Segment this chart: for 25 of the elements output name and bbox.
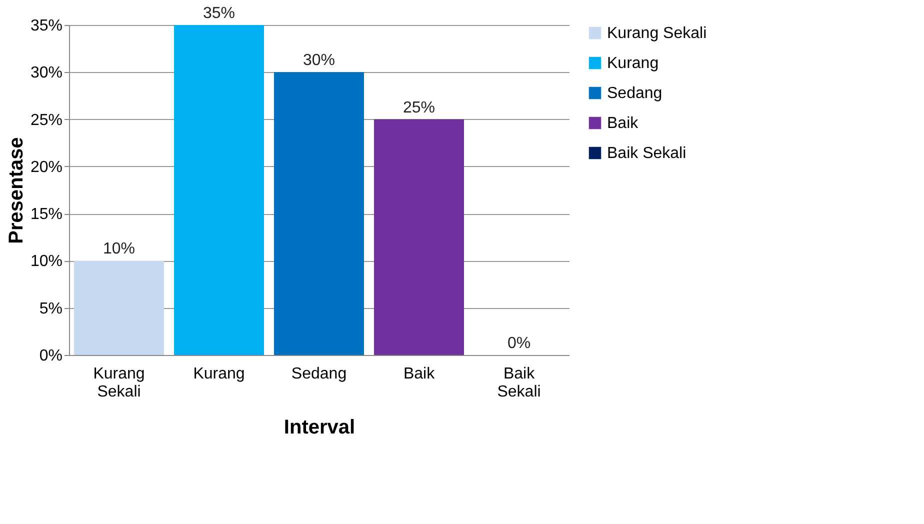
- x-tick-label: Kurang: [193, 366, 245, 382]
- x-tick-label: Kurang Sekali: [93, 366, 145, 400]
- x-tick-label: Sedang: [291, 366, 347, 382]
- y-tick-label: 20%: [30, 158, 62, 176]
- y-axis-title: Presentase: [5, 137, 28, 244]
- legend-label: Baik: [607, 115, 640, 132]
- y-tick-label: 0%: [39, 348, 62, 364]
- data-label: 10%: [102, 240, 136, 258]
- y-tick-label: 10%: [30, 253, 62, 270]
- data-label: 0%: [507, 335, 531, 352]
- x-tick-label: Baik Sekali: [497, 366, 541, 400]
- legend-label: Kurang Sekali: [607, 25, 707, 42]
- legend-label: Sedang: [607, 85, 662, 102]
- data-label: 30%: [302, 52, 336, 70]
- y-tick-label: 35%: [30, 18, 62, 34]
- y-tick-label: 15%: [30, 206, 62, 224]
- x-axis-title: Interval: [284, 416, 356, 438]
- y-tick-label: 5%: [39, 300, 62, 318]
- data-label: 25%: [402, 99, 436, 116]
- x-tick-label: Baik: [403, 366, 436, 382]
- legend-label: Baik Sekali: [607, 145, 686, 162]
- legend-label: Kurang: [607, 55, 659, 72]
- y-tick-label: 30%: [30, 64, 62, 82]
- y-tick-label: 25%: [30, 112, 62, 129]
- data-label: 35%: [202, 5, 236, 22]
